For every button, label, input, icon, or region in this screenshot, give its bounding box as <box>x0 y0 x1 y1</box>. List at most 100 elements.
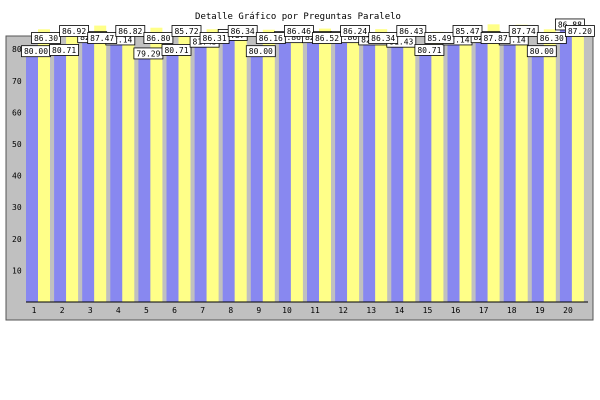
y-tick-label: 30 <box>12 203 22 212</box>
svg-text:80.71: 80.71 <box>52 46 76 55</box>
data-label: 86.80 <box>143 32 174 44</box>
bar <box>447 42 460 303</box>
y-axis-ticks: 10 20 30 40 50 60 70 80 <box>12 45 22 275</box>
data-label: 80.00 <box>526 45 557 58</box>
svg-text:86.88: 86.88 <box>558 20 582 29</box>
data-label: 87.74 <box>508 25 539 37</box>
svg-text:79.29: 79.29 <box>136 49 160 58</box>
svg-text:86.80: 86.80 <box>146 34 170 43</box>
x-tick-label: 17 <box>479 306 489 315</box>
svg-text:86.16: 86.16 <box>259 34 283 43</box>
bar <box>431 31 444 303</box>
bar <box>319 28 331 302</box>
bar <box>166 46 179 302</box>
data-label: 86.92 <box>59 25 89 37</box>
x-tick-label: 1 <box>32 306 37 315</box>
svg-text:86.30: 86.30 <box>34 34 58 43</box>
svg-text:82.86: 82.86 <box>333 33 357 42</box>
bar <box>363 42 376 303</box>
x-tick-label: 12 <box>338 306 348 315</box>
x-tick-label: 3 <box>88 306 93 315</box>
svg-text:87.74: 87.74 <box>512 27 536 36</box>
x-tick-label: 6 <box>172 306 177 315</box>
svg-text:86.52: 86.52 <box>315 34 339 43</box>
svg-text:87.47: 87.47 <box>90 34 114 43</box>
bar <box>150 27 163 302</box>
bar <box>110 42 123 303</box>
bar <box>94 25 107 303</box>
bar <box>419 46 432 302</box>
data-label: 86.46 <box>283 25 314 37</box>
x-tick-label: 9 <box>256 306 261 315</box>
svg-text:86.31: 86.31 <box>203 34 227 43</box>
bar <box>403 28 416 303</box>
data-label: 80.00 <box>245 45 276 58</box>
chart-title: Detalle Gráfico por Preguntas Paralelo <box>195 12 401 22</box>
bars <box>26 24 584 303</box>
data-label: 86.52 <box>312 32 342 44</box>
data-label: 85.49 <box>424 32 455 44</box>
svg-text:87.87: 87.87 <box>484 34 508 43</box>
data-label: 85.47 <box>452 25 483 37</box>
bar <box>347 29 360 303</box>
bar <box>66 27 79 303</box>
bar <box>82 40 95 302</box>
x-tick-label: 8 <box>228 306 233 315</box>
data-label: 80.00 <box>21 45 51 58</box>
svg-text:86.30: 86.30 <box>540 34 564 43</box>
bar <box>206 29 219 302</box>
data-label: 86.43 <box>396 25 427 37</box>
data-label: 86.24 <box>340 25 371 37</box>
bar <box>222 37 235 303</box>
data-label: 80.71 <box>49 44 79 56</box>
bar <box>250 49 263 303</box>
svg-text:80.71: 80.71 <box>417 46 441 55</box>
bar <box>290 28 303 302</box>
y-tick-label: 20 <box>12 235 22 244</box>
x-axis-tick-labels: 1 2 3 4 5 6 7 8 9 10 11 12 13 14 15 16 17 18 19 20 <box>32 306 573 315</box>
y-tick-label: 50 <box>12 140 22 149</box>
bar <box>531 49 544 303</box>
svg-text:80.71: 80.71 <box>164 46 188 55</box>
bar <box>475 40 488 302</box>
y-tick-label: 80 <box>12 45 22 54</box>
data-label: 86.82 <box>115 25 146 37</box>
y-tick-label: 40 <box>12 172 22 181</box>
data-label: 80.71 <box>414 44 445 56</box>
x-tick-label: 20 <box>563 306 573 315</box>
svg-text:86.46: 86.46 <box>287 27 311 36</box>
bar <box>391 44 404 302</box>
svg-text:86.92: 86.92 <box>62 27 86 36</box>
x-tick-label: 11 <box>310 306 320 315</box>
bar <box>571 26 584 303</box>
bar <box>543 29 556 303</box>
svg-text:80.00: 80.00 <box>249 47 273 56</box>
data-label: 87.87 <box>480 32 511 44</box>
svg-text:85.47: 85.47 <box>455 27 479 36</box>
data-label: 87.20 <box>565 25 595 37</box>
svg-text:82.14: 82.14 <box>445 35 469 44</box>
svg-text:85.49: 85.49 <box>427 34 451 43</box>
bar <box>54 46 67 302</box>
data-label: 86.34 <box>368 32 399 44</box>
bar <box>487 24 500 302</box>
svg-text:86.82: 86.82 <box>118 27 142 36</box>
svg-text:82.14: 82.14 <box>108 35 132 44</box>
bar <box>515 24 528 302</box>
x-tick-label: 10 <box>282 306 292 315</box>
svg-text:86.34: 86.34 <box>231 27 255 36</box>
data-label: 86.31 <box>199 32 230 44</box>
svg-text:87.20: 87.20 <box>568 27 592 36</box>
x-tick-label: 15 <box>423 306 433 315</box>
x-tick-label: 7 <box>200 306 205 315</box>
bar <box>178 31 191 303</box>
svg-text:86.24: 86.24 <box>343 27 367 36</box>
bar <box>278 40 291 302</box>
y-tick-label: 60 <box>12 108 22 117</box>
svg-text:81.43: 81.43 <box>389 38 413 47</box>
data-label: 86.34 <box>227 25 258 37</box>
bar <box>459 31 472 303</box>
x-tick-label: 19 <box>535 306 545 315</box>
bar <box>307 40 319 302</box>
